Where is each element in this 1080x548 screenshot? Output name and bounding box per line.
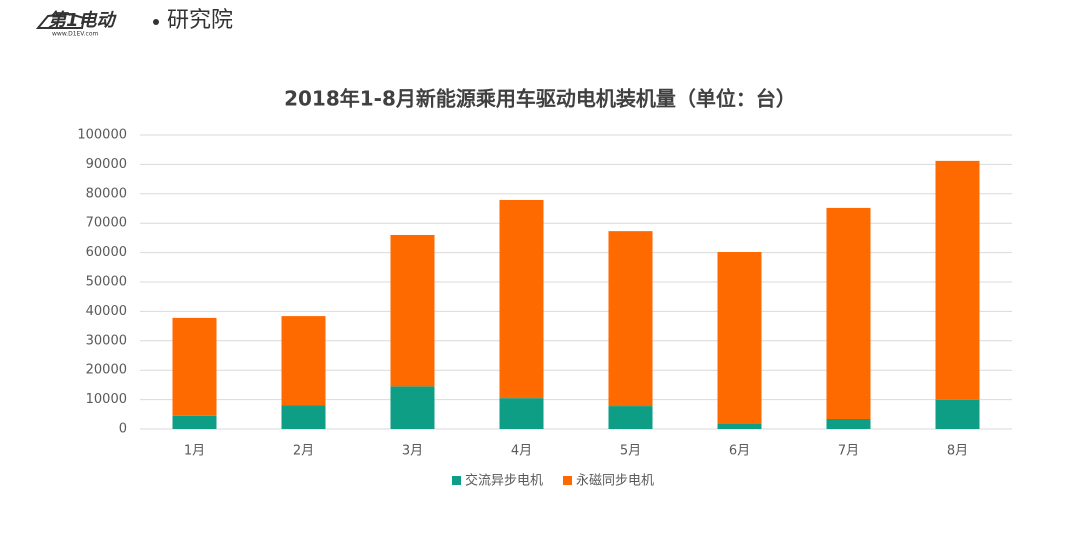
y-tick-label: 80000 — [86, 186, 127, 201]
bar-segment — [499, 199, 544, 399]
bar-segment — [281, 316, 326, 406]
y-tick-label: 0 — [119, 422, 127, 437]
bar-segment — [172, 415, 217, 429]
y-tick-label: 50000 — [86, 275, 127, 290]
x-tick-label: 4月 — [511, 444, 532, 459]
y-tick-label: 10000 — [86, 392, 127, 407]
chart-title: 2018年1-8月新能源乘用车驱动电机装机量（单位：台） — [284, 87, 796, 111]
bar-segment — [499, 398, 544, 429]
x-tick-label: 8月 — [947, 444, 968, 459]
bar-segment — [281, 405, 326, 429]
legend-swatch — [452, 476, 461, 485]
logo-unit: 研究院 — [167, 8, 233, 33]
logo-car — [35, 12, 86, 29]
legend-label: 交流异步电机 — [465, 473, 543, 489]
logo: 第1电动 www.D1EV.com 研究院 — [35, 8, 233, 38]
logo-brand: 第1电动 — [48, 10, 118, 31]
legend-label: 永磁同步电机 — [576, 474, 654, 489]
x-tick-label: 3月 — [402, 444, 423, 459]
logo-site: www.D1EV.com — [52, 31, 99, 38]
bar-segment — [608, 231, 653, 407]
bar-segment — [390, 386, 435, 429]
y-tick-label: 30000 — [86, 333, 127, 348]
bar-segment — [935, 399, 980, 429]
bar-segment — [608, 406, 653, 429]
bar-segment — [172, 317, 217, 416]
bar-segment — [826, 207, 871, 420]
y-tick-label: 90000 — [86, 157, 127, 172]
y-tick-label: 60000 — [86, 245, 127, 260]
x-tick-label: 2月 — [293, 444, 314, 459]
legend-swatch — [563, 476, 572, 485]
x-tick-label: 7月 — [838, 444, 859, 459]
y-tick-label: 20000 — [86, 363, 127, 378]
logo-dot — [153, 19, 159, 25]
y-tick-label: 40000 — [86, 304, 127, 319]
x-tick-label: 1月 — [184, 444, 205, 459]
bar-segment — [935, 160, 980, 400]
bar-segment — [826, 419, 871, 429]
y-tick-label: 100000 — [77, 128, 127, 143]
bar-segment — [390, 234, 435, 387]
x-tick-label: 5月 — [620, 444, 641, 459]
y-tick-label: 70000 — [86, 216, 127, 231]
x-tick-label: 6月 — [729, 444, 750, 459]
bar-segment — [717, 424, 762, 429]
bar-segment — [717, 252, 762, 425]
